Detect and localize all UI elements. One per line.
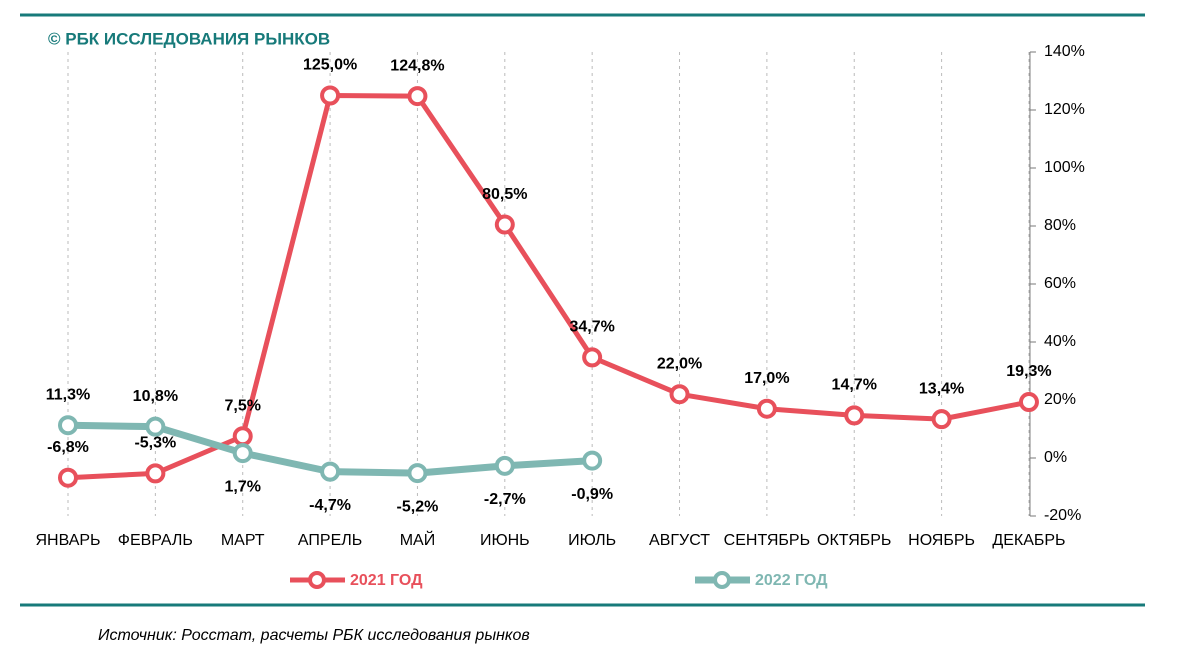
chart-title: © РБК ИССЛЕДОВАНИЯ РЫНКОВ bbox=[48, 29, 330, 48]
point bbox=[320, 461, 341, 482]
data-label: 1,7% bbox=[224, 478, 260, 495]
data-label: -2,7% bbox=[484, 491, 526, 508]
point bbox=[582, 347, 603, 368]
point bbox=[844, 405, 865, 426]
data-label: -5,3% bbox=[134, 435, 176, 452]
series-line bbox=[67, 93, 1030, 481]
data-label: 17,0% bbox=[744, 370, 789, 387]
data-label: 19,3% bbox=[1006, 363, 1051, 380]
data-label: -5,2% bbox=[397, 498, 439, 515]
point bbox=[320, 85, 341, 106]
x-tick-label: ОКТЯБРЬ bbox=[817, 532, 891, 549]
y-tick-label: 20% bbox=[1044, 391, 1076, 408]
y-tick-label: 140% bbox=[1044, 43, 1085, 60]
data-label: 22,0% bbox=[657, 355, 702, 372]
y-tick-label: 0% bbox=[1044, 449, 1067, 466]
point bbox=[494, 214, 515, 235]
point bbox=[494, 455, 515, 476]
legend-label: 2021 ГОД bbox=[350, 572, 423, 589]
x-tick-label: ДЕКАБРЬ bbox=[992, 532, 1065, 549]
y-tick-label: 100% bbox=[1044, 159, 1085, 176]
data-label: 7,5% bbox=[224, 397, 260, 414]
data-label: -0,9% bbox=[571, 486, 613, 503]
y-tick-label: -20% bbox=[1044, 507, 1081, 524]
x-tick-label: СЕНТЯБРЬ bbox=[724, 532, 810, 549]
point bbox=[58, 415, 78, 436]
point bbox=[407, 463, 428, 484]
x-tick-label: НОЯБРЬ bbox=[908, 532, 975, 549]
point bbox=[232, 443, 253, 464]
data-label: -6,8% bbox=[47, 439, 89, 456]
y-tick-label: 120% bbox=[1044, 101, 1085, 118]
point bbox=[407, 86, 428, 107]
legend-label: 2022 ГОД bbox=[755, 572, 828, 589]
data-label: 80,5% bbox=[482, 186, 527, 203]
x-tick-label: ФЕВРАЛЬ bbox=[118, 532, 193, 549]
x-tick-label: ИЮНЬ bbox=[480, 532, 530, 549]
x-tick-label: АПРЕЛЬ bbox=[298, 532, 362, 549]
y-tick-label: 80% bbox=[1044, 217, 1076, 234]
point bbox=[145, 463, 166, 484]
data-label: 11,3% bbox=[46, 386, 90, 403]
data-label: 14,7% bbox=[832, 377, 877, 394]
point bbox=[582, 450, 603, 471]
point bbox=[669, 384, 690, 405]
legend-marker bbox=[308, 571, 326, 589]
point bbox=[145, 416, 166, 437]
x-tick-label: МАЙ bbox=[400, 530, 436, 549]
x-tick-label: ИЮЛЬ bbox=[568, 532, 616, 549]
point bbox=[58, 467, 78, 488]
point bbox=[931, 409, 952, 430]
point bbox=[1018, 392, 1039, 413]
data-label: 124,8% bbox=[390, 57, 444, 74]
x-tick-label: АВГУСТ bbox=[649, 532, 710, 549]
legend-marker bbox=[713, 571, 731, 589]
data-label: -4,7% bbox=[309, 497, 351, 514]
x-tick-label: ЯНВАРЬ bbox=[35, 532, 100, 549]
point bbox=[232, 426, 253, 447]
y-tick-label: 60% bbox=[1044, 275, 1076, 292]
data-label: 34,7% bbox=[569, 319, 614, 336]
data-label: 125,0% bbox=[303, 57, 357, 74]
y-tick-label: 40% bbox=[1044, 333, 1076, 350]
data-label: 10,8% bbox=[133, 388, 178, 405]
data-label: 13,4% bbox=[919, 380, 964, 397]
point bbox=[756, 398, 777, 419]
x-tick-label: МАРТ bbox=[221, 532, 265, 549]
source-note: Источник: Росстат, расчеты РБК исследова… bbox=[98, 627, 530, 644]
